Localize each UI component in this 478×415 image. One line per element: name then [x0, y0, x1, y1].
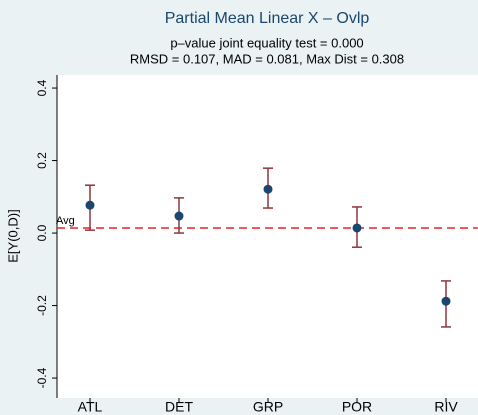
y-tick-label: 0.4 — [35, 79, 49, 96]
x-tick-label: ATL — [78, 399, 103, 415]
subtitle: RMSD = 0.107, MAD = 0.081, Max Dist = 0.… — [130, 51, 404, 66]
subtitle: p–value joint equality test = 0.000 — [170, 35, 363, 50]
point — [85, 200, 95, 210]
point — [441, 296, 451, 306]
point — [263, 184, 273, 194]
y-tick-label: -0.2 — [35, 295, 49, 316]
y-tick-label: 0.0 — [35, 224, 49, 241]
y-axis-label: E[Y(0,D)] — [5, 209, 20, 262]
plot-area — [57, 75, 478, 398]
x-tick-label: POR — [342, 399, 372, 415]
reference-label: Avg — [56, 215, 75, 227]
x-tick-label: GRP — [253, 399, 283, 415]
x-tick-label: RIV — [434, 399, 458, 415]
point — [174, 211, 184, 221]
x-tick-label: DET — [165, 399, 193, 415]
point — [352, 223, 362, 233]
y-tick-label: 0.2 — [35, 152, 49, 169]
y-tick-label: -0.4 — [35, 367, 49, 388]
chart-title: Partial Mean Linear X – Ovlp — [165, 10, 370, 27]
